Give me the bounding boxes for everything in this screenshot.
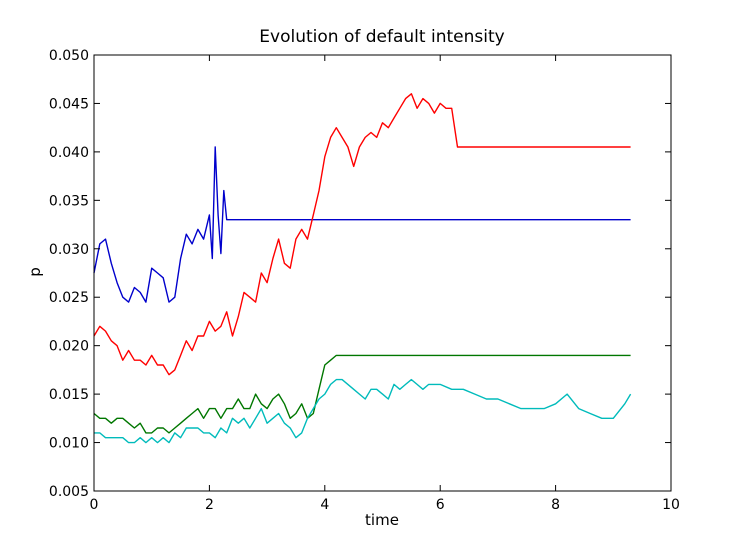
- axes: 0 2 4 6 8 10 0.005 0.010 0.015 0.020 0.025 0.030 0.0…: [49, 48, 680, 513]
- x-tick-label: 10: [662, 497, 680, 513]
- y-tick-label: 0.040: [49, 145, 89, 161]
- series-line-blue: [93, 146, 631, 303]
- y-tick-label: 0.015: [49, 387, 89, 403]
- x-tick-label: 8: [551, 497, 560, 513]
- x-tick-label: 6: [436, 497, 445, 513]
- y-tick-label: 0.005: [49, 484, 89, 500]
- chart-title: Evolution of default intensity: [259, 27, 504, 47]
- y-axis-label: p: [26, 267, 44, 277]
- y-tick-label: 0.050: [49, 48, 89, 64]
- series-line-red: [93, 93, 631, 376]
- x-axis-label: time: [365, 511, 399, 529]
- x-tick-label: 0: [90, 497, 99, 513]
- plot-area: [93, 93, 632, 444]
- x-tick-label: 4: [320, 497, 329, 513]
- y-tick-label: 0.010: [49, 436, 89, 452]
- y-tick-label: 0.020: [49, 339, 89, 355]
- y-tick-label: 0.045: [49, 96, 89, 112]
- y-tick-label: 0.030: [49, 242, 89, 258]
- plot-frame: [93, 54, 672, 492]
- y-tick-label: 0.025: [49, 290, 89, 306]
- series-line-cyan: [94, 378, 632, 444]
- x-tick-label: 2: [205, 497, 214, 513]
- y-tick-label: 0.035: [49, 193, 89, 209]
